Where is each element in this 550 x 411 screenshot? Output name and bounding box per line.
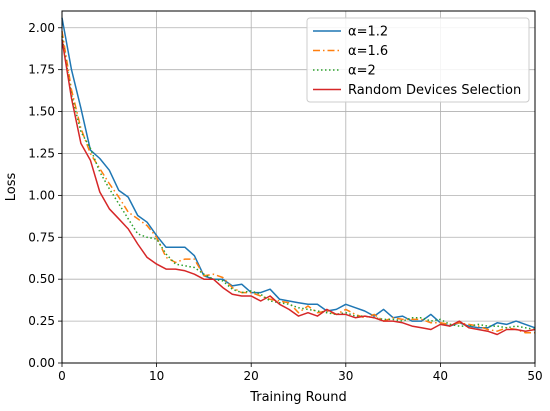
x-axis-label: Training Round <box>249 390 347 405</box>
plot-frame <box>61 10 536 364</box>
y-tick-label: 0.75 <box>28 230 55 244</box>
y-tick-label: 0.25 <box>28 314 55 328</box>
series-line-3 <box>61 35 536 331</box>
legend-box <box>306 17 530 103</box>
legend-entry-label: Random Devices Selection <box>348 83 521 98</box>
grid <box>61 11 536 364</box>
y-tick-label: 1.75 <box>28 63 55 77</box>
y-tick-label: 2.00 <box>28 21 55 35</box>
series-line-4 <box>61 39 536 336</box>
x-tick-label: 50 <box>527 369 542 383</box>
y-tick-label: 0.00 <box>28 356 55 370</box>
legend-entry-label: α=1.2 <box>348 25 388 40</box>
y-tick-label: 1.50 <box>28 105 55 119</box>
x-tick-label: 30 <box>338 369 353 383</box>
series-layer <box>61 17 536 336</box>
ticks: 0 10 20 30 40 50 0.00 0.25 0.50 0.75 1.00 1.25 1.50 1… <box>28 21 542 383</box>
x-tick-label: 40 <box>433 369 448 383</box>
x-tick-label: 10 <box>149 369 164 383</box>
y-axis-label: Loss <box>4 173 19 202</box>
legend-entry-label: α=2 <box>348 64 376 79</box>
legend: α=1.2 α=1.6 α=2 Random Devices Selection <box>306 17 530 103</box>
legend-entry-label: α=1.6 <box>348 44 388 59</box>
x-tick-label: 20 <box>244 369 259 383</box>
y-tick-label: 1.00 <box>28 188 55 202</box>
x-tick-label: 0 <box>58 369 66 383</box>
y-tick-label: 0.50 <box>28 272 55 286</box>
y-tick-label: 1.25 <box>28 146 55 160</box>
